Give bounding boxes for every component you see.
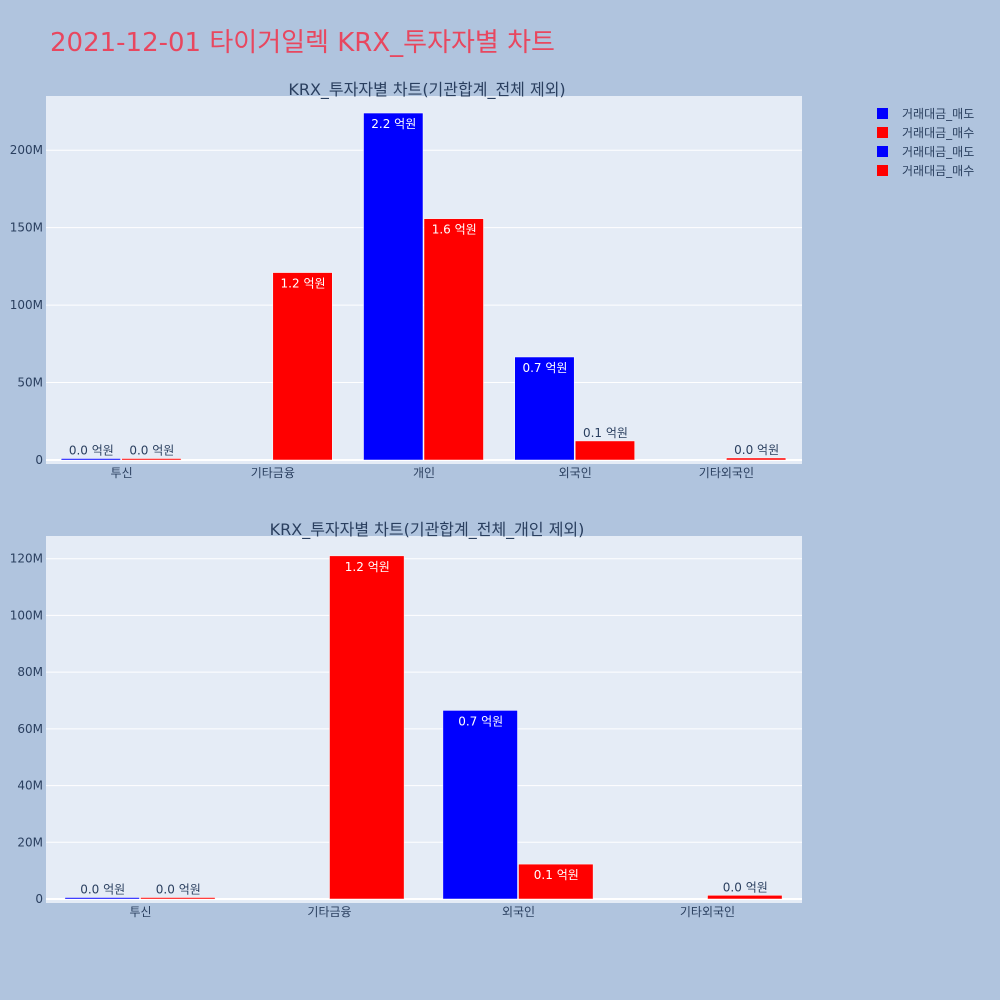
x-tick-label: 기타외국인 bbox=[699, 466, 754, 480]
bar bbox=[121, 458, 182, 461]
x-tick-label: 외국인 bbox=[502, 905, 535, 919]
bar bbox=[272, 272, 333, 461]
legend-item-label[interactable]: 거래대금_매도 bbox=[902, 145, 974, 159]
data-label: 0.1 억원 bbox=[534, 868, 579, 882]
y-tick-label: 0 bbox=[35, 453, 43, 467]
data-label: 0.0 억원 bbox=[723, 880, 768, 894]
bar bbox=[423, 218, 484, 461]
bar bbox=[514, 356, 575, 461]
y-tick-label: 60M bbox=[17, 722, 43, 736]
x-tick-label: 기타외국인 bbox=[680, 905, 735, 919]
legend-swatch[interactable] bbox=[877, 165, 888, 176]
y-tick-label: 20M bbox=[17, 835, 43, 849]
bar bbox=[726, 457, 787, 461]
y-tick-label: 50M bbox=[17, 376, 43, 390]
data-label: 1.6 억원 bbox=[432, 223, 477, 237]
chart-title-1: KRX_투자자별 차트(기관합계_전체 제외) bbox=[288, 80, 565, 100]
data-label: 0.0 억원 bbox=[80, 883, 125, 897]
x-tick-label: 기타금융 bbox=[251, 466, 295, 480]
legend-item-label[interactable]: 거래대금_매도 bbox=[902, 107, 974, 121]
y-tick-label: 0 bbox=[35, 892, 43, 906]
y-tick-label: 100M bbox=[10, 608, 43, 622]
chart-title-2: KRX_투자자별 차트(기관합계_전체_개인 제외) bbox=[270, 520, 585, 540]
bar bbox=[329, 555, 405, 900]
y-tick-label: 100M bbox=[10, 298, 43, 312]
legend-swatch[interactable] bbox=[877, 127, 888, 138]
x-tick-label: 투신 bbox=[111, 466, 133, 480]
legend-item-label[interactable]: 거래대금_매수 bbox=[902, 164, 974, 178]
page-title: 2021-12-01 타이거일렉 KRX_투자자별 차트 bbox=[50, 28, 555, 58]
x-tick-label: 개인 bbox=[413, 466, 435, 480]
data-label: 0.0 억원 bbox=[69, 444, 114, 458]
bar bbox=[518, 863, 594, 900]
legend-swatch[interactable] bbox=[877, 108, 888, 119]
bar bbox=[574, 440, 635, 461]
data-label: 1.2 억원 bbox=[345, 560, 390, 574]
bar bbox=[363, 112, 424, 461]
bar bbox=[60, 458, 121, 461]
y-tick-label: 150M bbox=[10, 221, 43, 235]
legend-item-label[interactable]: 거래대금_매수 bbox=[902, 126, 974, 140]
x-tick-label: 투신 bbox=[129, 905, 151, 919]
data-label: 0.0 억원 bbox=[129, 444, 174, 458]
x-tick-label: 기타금융 bbox=[307, 905, 351, 919]
data-label: 0.0 억원 bbox=[734, 443, 779, 457]
data-label: 0.7 억원 bbox=[522, 361, 567, 375]
y-tick-label: 80M bbox=[17, 665, 43, 679]
data-label: 1.2 억원 bbox=[281, 277, 326, 291]
data-label: 0.1 억원 bbox=[583, 426, 628, 440]
bar bbox=[442, 710, 518, 900]
data-label: 0.0 억원 bbox=[156, 883, 201, 897]
x-tick-label: 외국인 bbox=[559, 466, 592, 480]
data-label: 0.7 억원 bbox=[458, 714, 503, 728]
data-label: 2.2 억원 bbox=[371, 117, 416, 131]
bar bbox=[140, 897, 216, 900]
y-tick-label: 120M bbox=[10, 552, 43, 566]
y-tick-label: 40M bbox=[17, 779, 43, 793]
legend-swatch[interactable] bbox=[877, 146, 888, 157]
bar bbox=[707, 895, 783, 900]
plot-area-2 bbox=[46, 536, 802, 903]
y-tick-label: 200M bbox=[10, 143, 43, 157]
bar bbox=[64, 897, 140, 900]
